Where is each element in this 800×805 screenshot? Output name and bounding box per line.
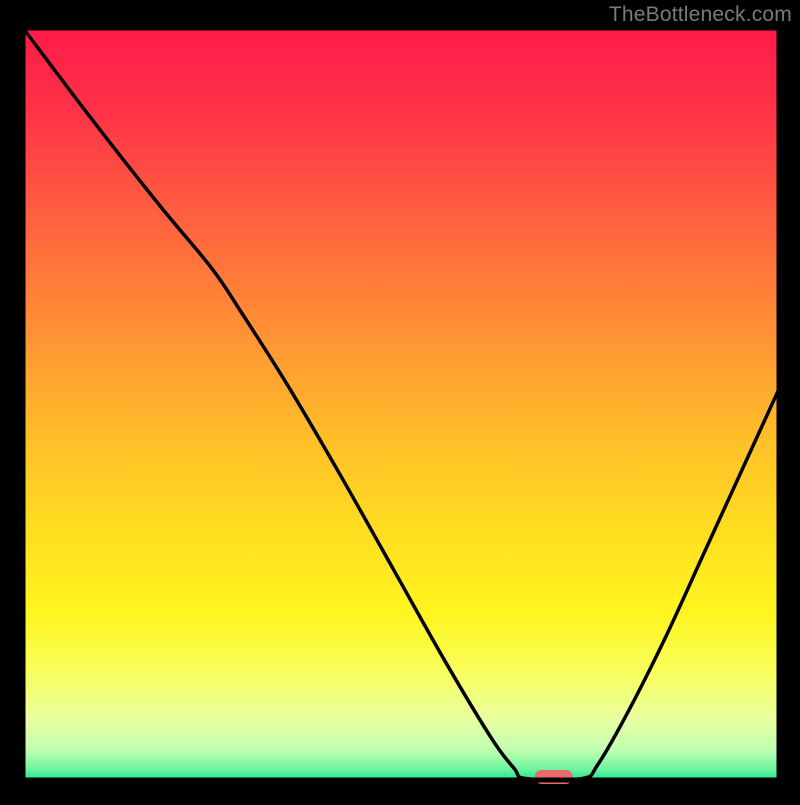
chart-svg <box>0 0 800 800</box>
watermark-text: TheBottleneck.com <box>609 3 792 27</box>
bottleneck-chart <box>0 0 800 800</box>
